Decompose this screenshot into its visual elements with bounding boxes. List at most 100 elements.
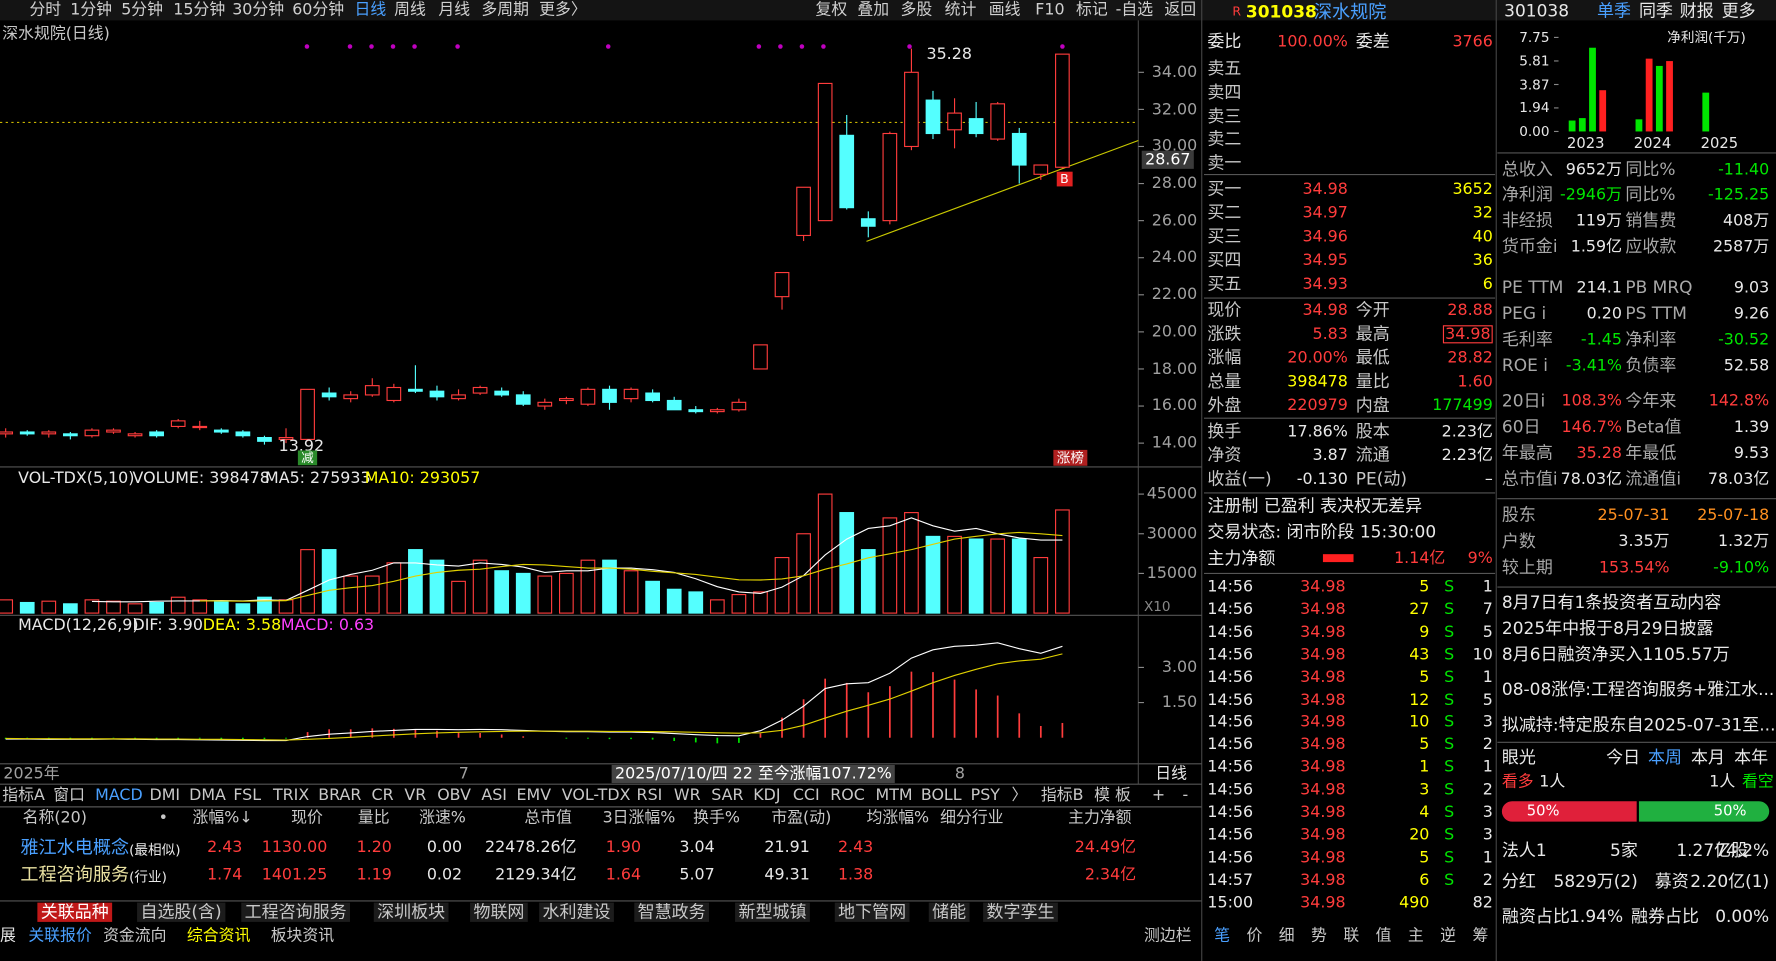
status-tab[interactable]: 展 — [0, 926, 16, 946]
field-value: 100.00% — [1277, 32, 1348, 51]
indicator-tab[interactable]: ROC — [830, 786, 865, 805]
period-tab[interactable]: 60分钟 — [292, 1, 345, 20]
sector-tab[interactable]: 水利建设 — [539, 902, 614, 922]
sector-tab[interactable]: 自选股(含) — [137, 902, 226, 922]
detail-tab[interactable]: 筹 — [1472, 926, 1489, 946]
row-name[interactable]: 雅江水电概念 — [20, 836, 130, 858]
sector-tab[interactable]: 工程咨询服务 — [241, 902, 351, 922]
period-tab[interactable]: 周线 — [394, 1, 426, 20]
indicator-tab[interactable]: 窗口 — [53, 786, 85, 805]
sector-tab[interactable]: 地下管网 — [834, 902, 910, 922]
detail-tab[interactable]: 势 — [1311, 926, 1327, 946]
status-tab[interactable]: 关联报价 — [28, 926, 92, 946]
indicator-tab[interactable]: PSY — [970, 786, 1001, 805]
news-item[interactable]: 8月7日有1条投资者互动内容 — [1501, 592, 1722, 613]
indicator-tab[interactable]: - — [1182, 786, 1189, 805]
range-tooltip: 2025/07/10/四 22 至今涨幅107.72% — [611, 764, 896, 784]
sector-tab[interactable]: 数字孪生 — [983, 902, 1058, 922]
indicator-tab[interactable]: WR — [673, 786, 701, 805]
indicator-tab[interactable]: CCI — [792, 786, 820, 805]
finance-tab[interactable]: 同季 — [1638, 0, 1673, 21]
indicator-tab[interactable]: VOL-TDX — [561, 786, 631, 805]
indicator-tab[interactable]: VR — [404, 786, 427, 805]
period-tab[interactable]: 1分钟 — [70, 1, 113, 20]
vision-tab[interactable]: 本年 — [1734, 747, 1769, 768]
finance-tab[interactable]: 财报 — [1679, 0, 1714, 21]
finance-tab[interactable]: 更多 — [1721, 0, 1756, 21]
detail-tab[interactable]: 联 — [1343, 926, 1360, 946]
detail-tab[interactable]: 笔 — [1214, 926, 1231, 946]
tool-button[interactable]: F10 — [1035, 1, 1065, 20]
period-tab[interactable]: 月线 — [438, 1, 471, 20]
indicator-value: MACD: 0.63 — [280, 616, 375, 635]
finance-tab[interactable]: 单季 — [1597, 0, 1632, 21]
sector-tab[interactable]: 物联网 — [470, 902, 528, 922]
detail-tab[interactable]: 细 — [1278, 926, 1295, 946]
indicator-tab[interactable]: SAR — [711, 786, 744, 805]
status-tab[interactable]: 综合资讯 — [186, 926, 251, 946]
trade-time: 14:56 — [1207, 713, 1254, 732]
vision-tab[interactable]: 本月 — [1691, 747, 1726, 768]
tool-button[interactable]: 画线 — [988, 1, 1021, 20]
vision-tab[interactable]: 本周 — [1648, 747, 1683, 768]
indicator-tab[interactable]: KDJ — [753, 786, 781, 805]
tool-button[interactable]: 统计 — [944, 1, 977, 20]
indicator-tab[interactable]: OBV — [437, 786, 471, 805]
status-tab[interactable]: 测边栏 — [1143, 926, 1192, 946]
news-item[interactable]: 2025年中报于8月29日披露 — [1501, 618, 1714, 639]
period-tab[interactable]: 分时 — [29, 1, 62, 20]
tool-button[interactable]: 多股 — [900, 1, 933, 20]
indicator-tab[interactable]: 指标B — [1040, 786, 1084, 805]
indicator-tab[interactable]: EMV — [516, 786, 552, 805]
period-tab[interactable]: 5分钟 — [121, 1, 164, 20]
indicator-tab[interactable]: BRAR — [318, 786, 362, 805]
tool-button[interactable]: 复权 — [815, 1, 848, 20]
indicator-tab[interactable]: ASI — [481, 786, 507, 805]
trade-price: 34.98 — [1300, 713, 1346, 732]
indicator-tab[interactable]: TRIX — [272, 786, 310, 805]
tool-button[interactable]: -自选 — [1115, 1, 1154, 20]
news-item[interactable]: 8月6日融资净买入1105.57万 — [1501, 644, 1730, 665]
vision-tab[interactable]: 今日 — [1606, 747, 1641, 768]
news-item[interactable]: 08-08涨停:工程咨询服务+雅江水... — [1501, 679, 1775, 700]
indicator-tab[interactable]: DMA — [189, 786, 226, 805]
column-header: 总市值 — [524, 809, 572, 828]
indicator-tab[interactable]: DMI — [149, 786, 181, 805]
detail-tab[interactable]: 主 — [1407, 926, 1424, 946]
status-tab[interactable]: 板块资讯 — [270, 926, 335, 946]
indicator-tab[interactable]: FSL — [233, 786, 262, 805]
indicator-tab[interactable]: BOLL — [920, 786, 962, 805]
sector-tab[interactable]: 储能 — [928, 902, 970, 922]
detail-tab[interactable]: 值 — [1375, 926, 1392, 946]
period-tab[interactable]: 15分钟 — [173, 1, 226, 20]
field-value: 0.20 — [1586, 304, 1622, 323]
trade-count: 82 — [1472, 893, 1493, 912]
sector-tab[interactable]: 智慧政务 — [634, 902, 710, 922]
indicator-tab[interactable]: 〉 — [1011, 786, 1028, 805]
sector-tab[interactable]: 关联品种 — [37, 902, 113, 922]
indicator-tab[interactable]: MACD — [95, 786, 143, 805]
indicator-tab[interactable]: MTM — [875, 786, 913, 805]
period-tab[interactable]: 更多〉 — [539, 1, 587, 20]
detail-tab[interactable]: 逆 — [1440, 926, 1457, 946]
indicator-tab[interactable]: 模 板 — [1094, 786, 1131, 805]
field-label: 涨跌 — [1207, 323, 1242, 344]
period-tab[interactable]: 多周期 — [481, 1, 529, 20]
indicator-tab[interactable]: + — [1151, 786, 1166, 805]
indicator-tab[interactable]: 指标A — [2, 786, 45, 805]
status-tab[interactable]: 资金流向 — [103, 926, 167, 946]
tool-button[interactable]: 返回 — [1164, 1, 1197, 20]
news-item[interactable]: 拟减持:特定股东自2025-07-31至... — [1501, 714, 1776, 735]
sector-tab[interactable]: 新型城镇 — [735, 902, 810, 922]
indicator-tab[interactable]: RSI — [636, 786, 663, 805]
period-tab[interactable]: 30分钟 — [232, 1, 285, 20]
indicator-tab[interactable]: CR — [371, 786, 394, 805]
trade-side: S — [1444, 735, 1455, 754]
tool-button[interactable]: 叠加 — [857, 1, 890, 20]
stock-code: 301038 — [1245, 1, 1317, 23]
detail-tab[interactable]: 价 — [1246, 926, 1263, 946]
row-name[interactable]: 工程咨询服务 — [20, 863, 130, 886]
sector-tab[interactable]: 深圳板块 — [373, 902, 449, 922]
tool-button[interactable]: 标记 — [1076, 1, 1108, 20]
period-tab[interactable]: 日线 — [354, 1, 387, 20]
